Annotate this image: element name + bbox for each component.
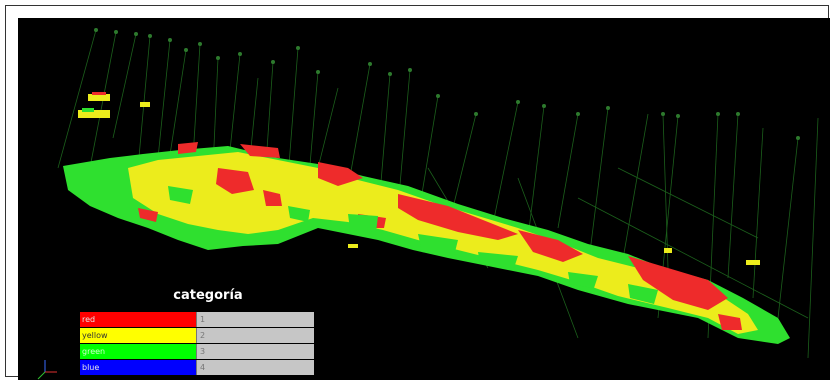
legend-row: red 1 [80, 312, 314, 327]
legend-label: yellow [82, 331, 108, 340]
legend-value-cell: 3 [196, 344, 314, 359]
legend-value-cell: 4 [196, 360, 314, 375]
legend-label: red [82, 315, 96, 324]
axis-triad-icon [37, 360, 57, 380]
legend-title: categoría [173, 288, 243, 303]
legend-value: 4 [200, 363, 206, 372]
orebody-model [63, 142, 790, 344]
legend-swatch-green: green [80, 344, 196, 359]
screenshot-frame: categoría red 1 yellow 2 green 3 [5, 5, 830, 380]
legend-value: 2 [200, 331, 206, 340]
drillhole-traces [57, 29, 819, 359]
legend-row: green 3 [80, 344, 314, 359]
legend-swatch-red: red [80, 312, 196, 327]
legend-label: blue [82, 363, 100, 372]
legend-value-cell: 2 [196, 328, 314, 343]
drillhole-collars [94, 28, 800, 140]
3d-viewport[interactable]: categoría red 1 yellow 2 green 3 [18, 18, 830, 380]
legend-swatch-yellow: yellow [80, 328, 196, 343]
legend: red 1 yellow 2 green 3 blue 4 [80, 312, 314, 376]
legend-value-cell: 1 [196, 312, 314, 327]
small-blocks [78, 92, 760, 265]
legend-row: blue 4 [80, 360, 314, 375]
legend-value: 3 [200, 347, 206, 356]
legend-label: green [82, 347, 106, 356]
legend-swatch-blue: blue [80, 360, 196, 375]
legend-row: yellow 2 [80, 328, 314, 343]
orebody-scene[interactable] [18, 18, 830, 380]
legend-value: 1 [200, 315, 206, 324]
